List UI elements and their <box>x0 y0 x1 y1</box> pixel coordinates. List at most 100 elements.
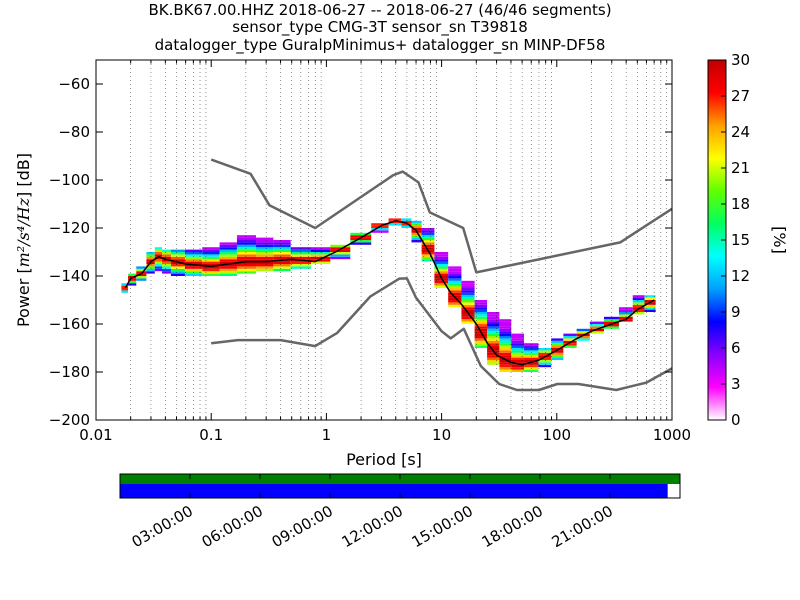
psd-cell <box>310 249 331 252</box>
psd-cell <box>273 249 291 252</box>
psd-cell <box>219 254 237 257</box>
y-tick-label: −80 <box>58 123 90 141</box>
psd-cell <box>524 345 539 348</box>
psd-cell <box>474 304 488 308</box>
psd-cell <box>474 319 488 322</box>
colorbar-tick-label: 3 <box>731 375 741 393</box>
psd-cell <box>136 266 147 269</box>
psd-cell <box>434 283 449 286</box>
psd-cell <box>162 271 171 274</box>
psd-cell <box>401 223 412 226</box>
psd-cell <box>551 345 564 348</box>
psd-density <box>121 218 656 372</box>
psd-cell <box>236 235 257 238</box>
psd-cell <box>461 307 475 310</box>
psd-cell <box>524 357 539 360</box>
psd-cell <box>604 324 619 327</box>
psd-cell <box>170 249 185 252</box>
psd-cell <box>551 340 564 344</box>
psd-cell <box>290 266 311 269</box>
psd-cell <box>256 254 274 257</box>
psd-cell <box>310 259 331 262</box>
psd-cell <box>461 300 475 303</box>
psd-cell <box>202 252 220 255</box>
psd-cell <box>461 288 475 291</box>
psd-cell <box>461 290 475 293</box>
psd-cell <box>487 345 500 348</box>
psd-cell <box>524 369 539 372</box>
psd-cell <box>487 333 500 336</box>
psd-cell <box>136 271 147 274</box>
psd-cell <box>563 338 577 341</box>
psd-cell <box>371 223 389 226</box>
psd-cell <box>474 314 488 317</box>
chart-title-line-1: BK.BK67.00.HHZ 2018-06-27 -- 2018-06-27 … <box>148 1 612 19</box>
psd-cell <box>448 271 462 274</box>
psd-cell <box>273 256 291 260</box>
psd-cell <box>487 343 500 346</box>
psd-cell <box>290 252 311 255</box>
psd-cell <box>388 218 402 221</box>
colorbar-tick-label: 24 <box>731 123 750 141</box>
psd-cell <box>461 302 475 305</box>
psd-cell <box>236 242 257 245</box>
psd-cell <box>256 264 274 267</box>
psd-cell <box>184 254 203 257</box>
psd-cell <box>290 261 311 264</box>
psd-cell <box>121 283 129 286</box>
psd-cell <box>411 223 422 226</box>
psd-cell <box>350 232 372 236</box>
psd-cell <box>256 259 274 262</box>
psd-cell <box>421 252 435 255</box>
psd-cell <box>202 264 220 267</box>
psd-cell <box>350 237 372 240</box>
psd-cell <box>256 242 274 245</box>
psd-cell <box>256 252 274 255</box>
psd-cell <box>474 302 488 305</box>
psd-cell <box>448 300 462 303</box>
psd-cell <box>434 264 449 267</box>
psd-cell <box>644 307 656 310</box>
psd-cell <box>474 309 488 312</box>
psd-cell <box>474 336 488 339</box>
psd-cell <box>273 240 291 243</box>
colorbar-tick-label: 15 <box>731 231 750 249</box>
psd-cell <box>434 261 449 264</box>
psd-cell <box>499 343 512 346</box>
psd-cell <box>136 276 147 279</box>
psd-cell <box>256 256 274 260</box>
x-tick-label: 0.01 <box>79 426 112 444</box>
grid-lines <box>130 60 668 420</box>
psd-cell <box>273 252 291 255</box>
psd-cell <box>538 364 552 368</box>
psd-cell <box>273 266 291 269</box>
psd-cell <box>202 273 220 276</box>
psd-cell <box>184 266 203 269</box>
psd-cell <box>461 285 475 288</box>
psd-cell <box>121 288 129 291</box>
psd-cell <box>256 261 274 264</box>
psd-cell <box>388 223 402 226</box>
psd-cell <box>146 266 155 269</box>
psd-cell <box>434 268 449 272</box>
psd-cell <box>236 254 257 257</box>
psd-cell <box>551 348 564 351</box>
psd-cell <box>273 254 291 257</box>
psd-cell <box>184 261 203 264</box>
psd-cell <box>184 268 203 272</box>
psd-cell <box>421 259 435 262</box>
psd-cell <box>146 271 155 274</box>
psd-cell <box>589 326 605 329</box>
psd-cell <box>421 244 435 248</box>
psd-cell <box>644 295 656 298</box>
psd-cell <box>202 254 220 257</box>
psd-cell <box>128 280 137 284</box>
psd-cell <box>448 280 462 284</box>
psd-cell <box>236 264 257 267</box>
psd-cell <box>290 264 311 267</box>
psd-cell <box>632 295 645 298</box>
psd-cell <box>644 297 656 300</box>
psd-cell <box>421 235 435 238</box>
psd-cell <box>310 256 331 260</box>
